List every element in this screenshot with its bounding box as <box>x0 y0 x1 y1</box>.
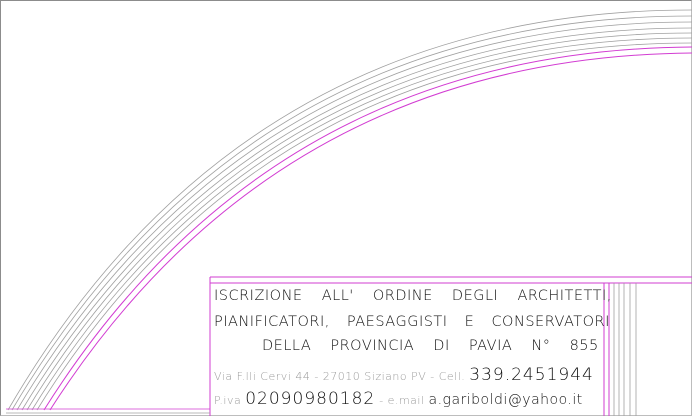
email-address: a.gariboldi@yahoo.it <box>428 392 583 408</box>
arch-line-magenta <box>43 46 692 411</box>
email-label: - e.mail <box>375 394 429 407</box>
arch-line <box>26 32 692 411</box>
address-text: Via F.lli Cervi 44 - 27010 Siziano PV - … <box>214 370 470 383</box>
arch-line-magenta <box>49 52 692 411</box>
cell-number: 339.2451944 <box>469 365 594 385</box>
stamp-line-vat-email: P.iva 02090980182 - e.mail a.gariboldi@y… <box>214 389 583 409</box>
stamp-line-address: Via F.lli Cervi 44 - 27010 Siziano PV - … <box>214 365 594 385</box>
arch-line <box>11 15 692 411</box>
stamp-line-professions: PIANIFICATORI, PAESAGGISTI E CONSERVATOR… <box>214 314 610 330</box>
arch-magenta-lines <box>43 46 692 411</box>
stamp-line-order: ISCRIZIONE ALL' ORDINE DEGLI ARCHITETTI, <box>214 288 612 304</box>
arch-line <box>21 27 692 411</box>
stamp-line-province: DELLA PROVINCIA DI PAVIA N° 855 <box>262 338 599 354</box>
arch-line <box>31 37 692 411</box>
arch-line <box>16 21 692 411</box>
arch-line <box>7 9 692 411</box>
arch-line <box>36 42 692 411</box>
title-block-gray-lines <box>613 283 637 416</box>
title-block-frame <box>209 276 692 416</box>
piva-label: P.iva <box>214 394 246 407</box>
piva-number: 02090980182 <box>245 389 376 409</box>
bottom-lines <box>6 408 210 414</box>
arch-gray-lines <box>7 9 692 411</box>
